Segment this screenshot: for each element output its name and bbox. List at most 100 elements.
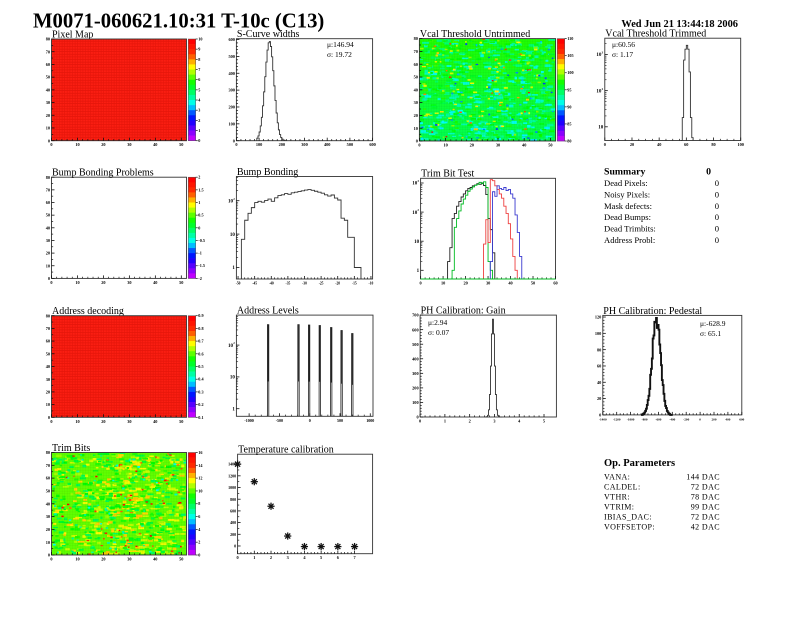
svg-text:6: 6	[198, 77, 200, 82]
svg-text:Dead Trimbits:: Dead Trimbits:	[604, 224, 656, 234]
svg-text:-0.5: -0.5	[198, 238, 205, 243]
svg-text:2: 2	[469, 419, 471, 424]
svg-text:-35: -35	[286, 282, 291, 286]
svg-text:40: 40	[153, 557, 157, 562]
svg-text:72 DAC: 72 DAC	[691, 513, 720, 522]
svg-text:VTHR:: VTHR:	[604, 493, 630, 502]
svg-text:2: 2	[233, 197, 235, 201]
svg-text:10: 10	[414, 126, 418, 131]
svg-text:0.2: 0.2	[198, 402, 203, 407]
svg-text:8: 8	[198, 57, 200, 62]
svg-text:78 DAC: 78 DAC	[691, 493, 720, 502]
svg-text:0: 0	[198, 553, 200, 558]
svg-text:105: 105	[567, 53, 573, 58]
svg-text:40: 40	[153, 280, 157, 285]
svg-text:110: 110	[567, 36, 573, 41]
svg-text:Vcal Threshold Untrimmed: Vcal Threshold Untrimmed	[420, 29, 530, 40]
svg-text:70: 70	[46, 187, 50, 192]
svg-text:10: 10	[228, 344, 234, 349]
svg-text:300: 300	[228, 88, 234, 93]
svg-text:10: 10	[228, 199, 234, 204]
svg-text:0: 0	[309, 418, 311, 423]
svg-text:Address Levels: Address Levels	[237, 306, 299, 317]
svg-text:30: 30	[46, 514, 50, 519]
svg-text:50: 50	[46, 489, 50, 494]
svg-text:72 DAC: 72 DAC	[691, 483, 720, 492]
svg-text:100: 100	[228, 121, 234, 126]
svg-text:0.3: 0.3	[198, 389, 203, 394]
svg-text:10: 10	[46, 540, 50, 545]
svg-text:-2: -2	[198, 276, 202, 281]
svg-text:1: 1	[444, 419, 446, 424]
svg-text:2: 2	[602, 87, 604, 91]
svg-text:50: 50	[179, 280, 183, 285]
svg-text:50: 50	[46, 351, 50, 356]
svg-text:10: 10	[414, 240, 420, 245]
svg-text:0: 0	[48, 415, 50, 420]
svg-text:σ: 1.17: σ: 1.17	[612, 50, 633, 59]
svg-text:600: 600	[739, 417, 744, 421]
svg-text:μ:2.94: μ:2.94	[428, 318, 447, 327]
svg-text:200: 200	[230, 532, 236, 537]
svg-text:-1000: -1000	[627, 417, 635, 421]
svg-text:2: 2	[198, 175, 200, 180]
svg-text:Bump Bonding Problems: Bump Bonding Problems	[52, 168, 154, 179]
svg-text:80: 80	[597, 347, 601, 352]
svg-text:60: 60	[46, 200, 50, 205]
svg-text:-600: -600	[655, 417, 661, 421]
svg-text:-1000: -1000	[244, 418, 253, 423]
svg-text:-45: -45	[252, 282, 257, 286]
svg-text:-1: -1	[198, 251, 202, 256]
svg-text:500: 500	[347, 142, 353, 147]
svg-text:μ:60.56: μ:60.56	[612, 40, 635, 49]
svg-text:40: 40	[153, 419, 157, 424]
svg-text:0: 0	[233, 138, 235, 143]
svg-text:0.5: 0.5	[198, 364, 203, 369]
svg-text:50: 50	[179, 142, 183, 147]
svg-text:-30: -30	[302, 282, 307, 286]
svg-text:0: 0	[50, 280, 52, 285]
svg-text:1000: 1000	[228, 485, 236, 490]
svg-text:1200: 1200	[228, 473, 236, 478]
svg-text:3: 3	[417, 179, 419, 183]
svg-text:0: 0	[699, 417, 701, 421]
svg-text:4: 4	[303, 555, 306, 560]
svg-text:60: 60	[46, 62, 50, 67]
svg-text:40: 40	[46, 364, 50, 369]
svg-text:10: 10	[230, 376, 236, 381]
svg-text:0: 0	[418, 143, 420, 148]
svg-text:40: 40	[46, 225, 50, 230]
svg-text:80: 80	[46, 175, 50, 180]
svg-text:3: 3	[198, 108, 200, 113]
svg-text:60: 60	[414, 62, 418, 67]
svg-text:0: 0	[715, 224, 719, 234]
svg-text:3: 3	[287, 555, 289, 560]
svg-text:30: 30	[496, 143, 500, 148]
svg-text:PH Calibration: Gain: PH Calibration: Gain	[421, 306, 506, 317]
svg-text:μ:146.94: μ:146.94	[327, 40, 354, 49]
svg-text:10: 10	[75, 280, 79, 285]
svg-text:80: 80	[567, 139, 571, 144]
svg-text:50: 50	[179, 557, 183, 562]
svg-text:5: 5	[543, 419, 545, 424]
svg-text:Noisy Pixels:: Noisy Pixels:	[604, 189, 650, 199]
svg-text:60: 60	[46, 476, 50, 481]
svg-text:400: 400	[324, 142, 330, 147]
svg-text:70: 70	[46, 326, 50, 331]
svg-text:Trim Bits: Trim Bits	[52, 443, 90, 454]
svg-text:10: 10	[598, 126, 604, 131]
svg-text:Address decoding: Address decoding	[52, 306, 124, 317]
svg-text:Mask defects:: Mask defects:	[604, 201, 652, 211]
svg-text:30: 30	[46, 100, 50, 105]
svg-text:0: 0	[50, 142, 52, 147]
svg-text:400: 400	[725, 417, 730, 421]
svg-text:30: 30	[127, 557, 131, 562]
svg-text:CALDEL:: CALDEL:	[604, 483, 641, 492]
svg-text:0: 0	[198, 138, 200, 143]
svg-text:PH Calibration: Pedestal: PH Calibration: Pedestal	[603, 306, 702, 317]
svg-text:10: 10	[46, 126, 50, 131]
svg-text:-15: -15	[352, 282, 357, 286]
svg-text:10: 10	[412, 182, 418, 187]
svg-text:Dead Pixels:: Dead Pixels:	[604, 178, 648, 188]
svg-text:1400: 1400	[228, 462, 236, 467]
